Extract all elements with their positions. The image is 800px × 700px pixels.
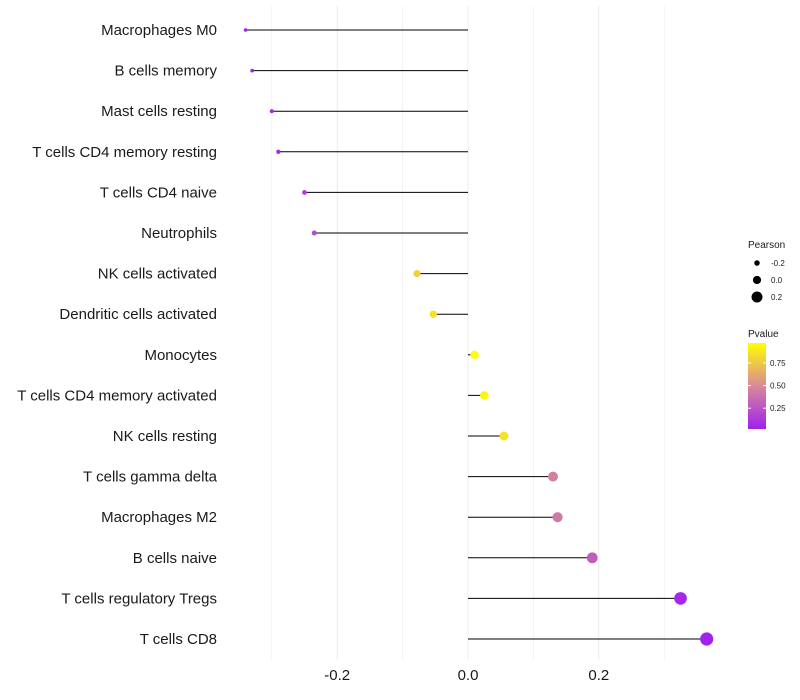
data-point — [302, 189, 307, 195]
color-legend-label: 0.75 — [770, 359, 786, 368]
data-point — [586, 552, 598, 564]
category-label: Monocytes — [144, 347, 217, 364]
data-point — [276, 149, 281, 154]
category-label: NK cells resting — [113, 428, 217, 445]
category-label: B cells naive — [133, 550, 217, 567]
category-labels: Macrophages M0 B cells memory Mast cells r… — [17, 22, 217, 648]
category-label: T cells gamma delta — [83, 469, 218, 486]
data-point — [413, 270, 421, 278]
data-point — [470, 350, 479, 359]
size-legend-label: 0.2 — [771, 293, 783, 302]
data-point — [243, 28, 248, 32]
color-legend-label: 0.25 — [770, 404, 786, 413]
category-label: T cells regulatory Tregs — [61, 590, 217, 607]
category-label: Macrophages M0 — [101, 22, 217, 39]
size-legend-key — [754, 260, 760, 266]
data-point — [499, 431, 509, 441]
stems — [245, 29, 707, 640]
color-legend-label: 0.50 — [770, 382, 786, 391]
grid-lines — [271, 6, 665, 660]
data-point — [250, 68, 255, 73]
category-label: T cells CD4 memory resting — [32, 144, 217, 161]
color-bar — [748, 343, 766, 429]
x-tick-label: 0.0 — [458, 667, 479, 684]
size-legend-label: -0.2 — [771, 259, 785, 268]
data-point — [480, 391, 489, 400]
data-point — [548, 471, 559, 482]
data-point — [429, 310, 438, 318]
category-label: NK cells activated — [98, 266, 217, 283]
x-tick-label: 0.2 — [588, 667, 609, 684]
data-point — [269, 109, 274, 114]
x-axis-ticks: -0.2 0.0 0.2 — [324, 667, 609, 684]
points — [243, 28, 714, 646]
category-label: Neutrophils — [141, 225, 217, 242]
legend: Pearson Pvalue -0.2 0.0 0.2 0.25 0.50 0.75 — [748, 240, 786, 429]
size-legend-key — [752, 275, 762, 285]
size-legend-label: 0.0 — [771, 276, 783, 285]
x-tick-label: -0.2 — [324, 667, 350, 684]
category-label: Mast cells resting — [101, 103, 217, 120]
category-label: T cells CD4 naive — [100, 184, 217, 201]
category-label: T cells CD8 — [140, 631, 217, 648]
category-label: Macrophages M2 — [101, 509, 217, 526]
category-label: Dendritic cells activated — [59, 306, 217, 323]
color-legend-title: Pvalue — [748, 329, 779, 340]
size-legend-key — [751, 291, 763, 303]
category-label: T cells CD4 memory activated — [17, 387, 217, 404]
size-legend-title: Pearson — [748, 240, 785, 251]
data-point — [700, 632, 714, 646]
data-point — [552, 512, 563, 523]
category-label: B cells memory — [114, 63, 217, 80]
data-point — [311, 230, 317, 236]
data-point — [674, 592, 687, 605]
